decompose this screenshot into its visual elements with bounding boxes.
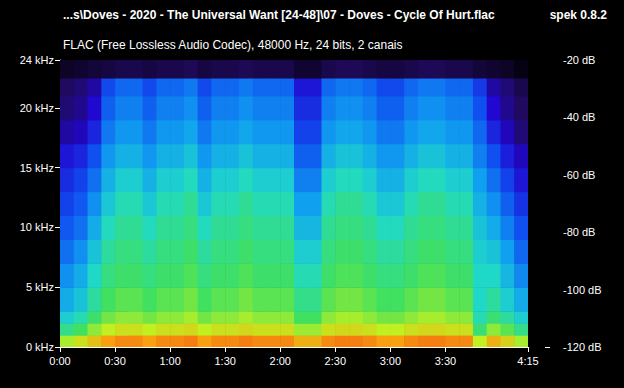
svg-text:-60 dB: -60 dB — [563, 169, 595, 181]
svg-text:-100 dB: -100 dB — [563, 284, 602, 296]
svg-text:15 kHz: 15 kHz — [20, 162, 54, 174]
svg-text:2:30: 2:30 — [325, 355, 346, 367]
svg-text:...s\Doves - 2020 - The Univer: ...s\Doves - 2020 - The Universal Want [… — [63, 8, 495, 22]
svg-text:-80 dB: -80 dB — [563, 226, 595, 238]
svg-text:1:30: 1:30 — [214, 355, 235, 367]
svg-text:20 kHz: 20 kHz — [20, 102, 54, 114]
svg-text:4:15: 4:15 — [517, 355, 538, 367]
svg-text:0 kHz: 0 kHz — [26, 341, 54, 353]
svg-text:-40 dB: -40 dB — [563, 111, 595, 123]
svg-text:5 kHz: 5 kHz — [26, 281, 54, 293]
svg-text:1:00: 1:00 — [159, 355, 180, 367]
svg-text:24 kHz: 24 kHz — [20, 54, 54, 66]
svg-text:3:00: 3:00 — [380, 355, 401, 367]
svg-text:3:30: 3:30 — [435, 355, 456, 367]
svg-text:-120 dB: -120 dB — [563, 341, 602, 353]
svg-text:10 kHz: 10 kHz — [20, 221, 54, 233]
svg-text:-20 dB: -20 dB — [563, 54, 595, 66]
svg-text:2:00: 2:00 — [270, 355, 291, 367]
svg-text:0:00: 0:00 — [49, 355, 70, 367]
svg-text:spek 0.8.2: spek 0.8.2 — [550, 8, 608, 22]
svg-text:FLAC (Free Lossless Audio Code: FLAC (Free Lossless Audio Codec), 48000 … — [63, 38, 403, 52]
svg-text:0:30: 0:30 — [104, 355, 125, 367]
